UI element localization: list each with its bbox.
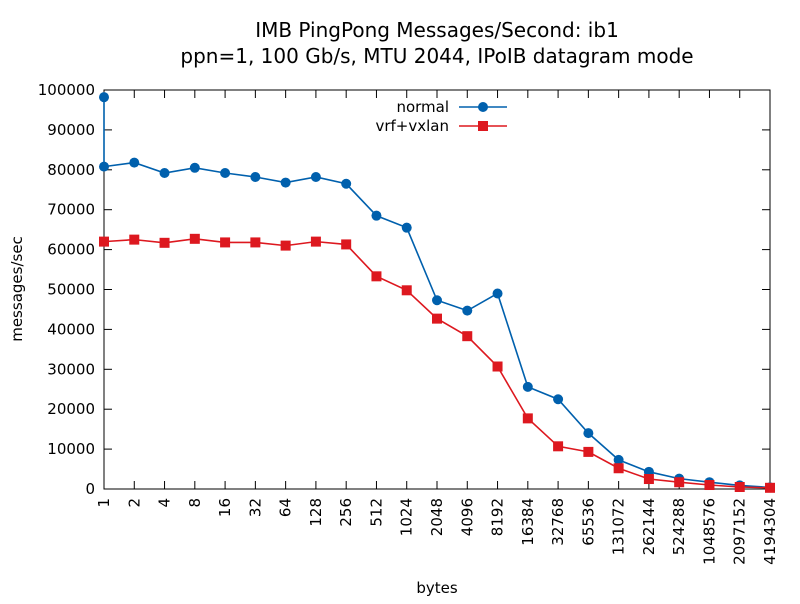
- data-point: [522, 413, 533, 424]
- data-point: [401, 285, 412, 296]
- x-tick-label: 65536: [579, 498, 597, 546]
- data-point: [583, 428, 594, 439]
- x-tick-label: 16: [216, 498, 234, 517]
- y-tick-label: 80000: [47, 161, 95, 179]
- y-tick-label: 70000: [47, 201, 95, 219]
- data-point: [613, 454, 624, 465]
- data-point: [734, 482, 745, 493]
- series-normal: [99, 92, 775, 493]
- data-point: [189, 233, 200, 244]
- data-point: [401, 222, 412, 233]
- x-tick-label: 32: [246, 498, 264, 517]
- x-tick-label: 512: [367, 498, 385, 527]
- data-point: [159, 237, 170, 248]
- x-tick-label: 4194304: [761, 498, 779, 565]
- x-tick-label: 128: [307, 498, 325, 527]
- data-point: [310, 171, 321, 182]
- data-point: [250, 237, 261, 248]
- data-point: [492, 288, 503, 299]
- data-point: [189, 162, 200, 173]
- x-tick-label: 64: [277, 498, 295, 517]
- data-point: [765, 482, 775, 493]
- plot-border: [103, 89, 771, 490]
- data-point: [371, 271, 382, 282]
- data-point: [341, 178, 352, 189]
- data-point: [220, 237, 231, 248]
- data-point: [310, 236, 321, 247]
- y-tick-label: 90000: [47, 121, 95, 139]
- x-tick-label: 2: [125, 498, 143, 508]
- y-tick-label: 50000: [47, 281, 95, 299]
- data-point: [613, 463, 624, 474]
- x-tick-label: 1048576: [700, 498, 718, 565]
- data-point: [704, 480, 715, 491]
- x-tick-label: 32768: [549, 498, 567, 546]
- data-point: [583, 446, 594, 457]
- series-layer: [99, 92, 775, 493]
- series-vrf-vxlan: [99, 233, 775, 493]
- data-point: [341, 239, 352, 250]
- data-point: [462, 305, 473, 316]
- x-tick-label: 262144: [640, 498, 658, 555]
- chart-subtitle: ppn=1, 100 Gb/s, MTU 2044, IPoIB datagra…: [180, 44, 693, 68]
- x-tick-label: 16384: [519, 498, 537, 546]
- legend-label: vrf+vxlan: [375, 117, 449, 135]
- data-point: [462, 331, 473, 342]
- x-tick-label: 8: [186, 498, 204, 508]
- data-point: [129, 157, 140, 168]
- y-axis-label: messages/sec: [8, 236, 26, 342]
- data-point: [643, 474, 654, 485]
- legend-marker: [478, 102, 488, 112]
- x-tick-label: 1024: [398, 498, 416, 536]
- y-tick-label: 0: [85, 480, 95, 498]
- data-point: [129, 234, 140, 245]
- legend-label: normal: [396, 98, 449, 116]
- data-point: [250, 171, 261, 182]
- chart-title: IMB PingPong Messages/Second: ib1: [255, 18, 619, 42]
- y-tick-label: 20000: [47, 400, 95, 418]
- data-point: [432, 313, 442, 324]
- x-tick-label: 131072: [610, 498, 628, 555]
- x-tick-label: 524288: [670, 498, 688, 555]
- data-point: [553, 441, 564, 452]
- series-line: [103, 238, 771, 489]
- y-tick-label: 60000: [47, 241, 95, 259]
- x-tick-label: 1: [95, 498, 113, 508]
- y-tick-label: 10000: [47, 440, 95, 458]
- x-tick-label: 2097152: [731, 498, 749, 565]
- data-point: [280, 240, 291, 251]
- y-tick-label: 30000: [47, 360, 95, 378]
- data-point: [432, 295, 442, 306]
- data-point: [371, 210, 382, 221]
- x-tick-label: 8192: [489, 498, 507, 536]
- x-axis-label: bytes: [416, 579, 458, 597]
- y-tick-label: 100000: [38, 81, 95, 99]
- data-point: [553, 394, 564, 405]
- x-tick-label: 256: [337, 498, 355, 527]
- data-point: [99, 92, 109, 103]
- data-point: [159, 167, 170, 178]
- plot-axes: 0 10000 20000 30000 40000 50000 60000 70000 8000…: [38, 81, 779, 565]
- data-point: [492, 361, 503, 372]
- data-point: [220, 167, 231, 178]
- series-line: [103, 97, 771, 489]
- data-point: [99, 161, 109, 172]
- y-tick-label: 40000: [47, 320, 95, 338]
- legend-marker: [478, 121, 488, 131]
- x-tick-label: 4: [156, 498, 174, 508]
- data-point: [99, 236, 109, 247]
- data-point: [280, 177, 291, 188]
- x-tick-label: 2048: [428, 498, 446, 536]
- data-point: [674, 477, 685, 488]
- x-tick-label: 4096: [458, 498, 476, 536]
- data-point: [522, 381, 533, 392]
